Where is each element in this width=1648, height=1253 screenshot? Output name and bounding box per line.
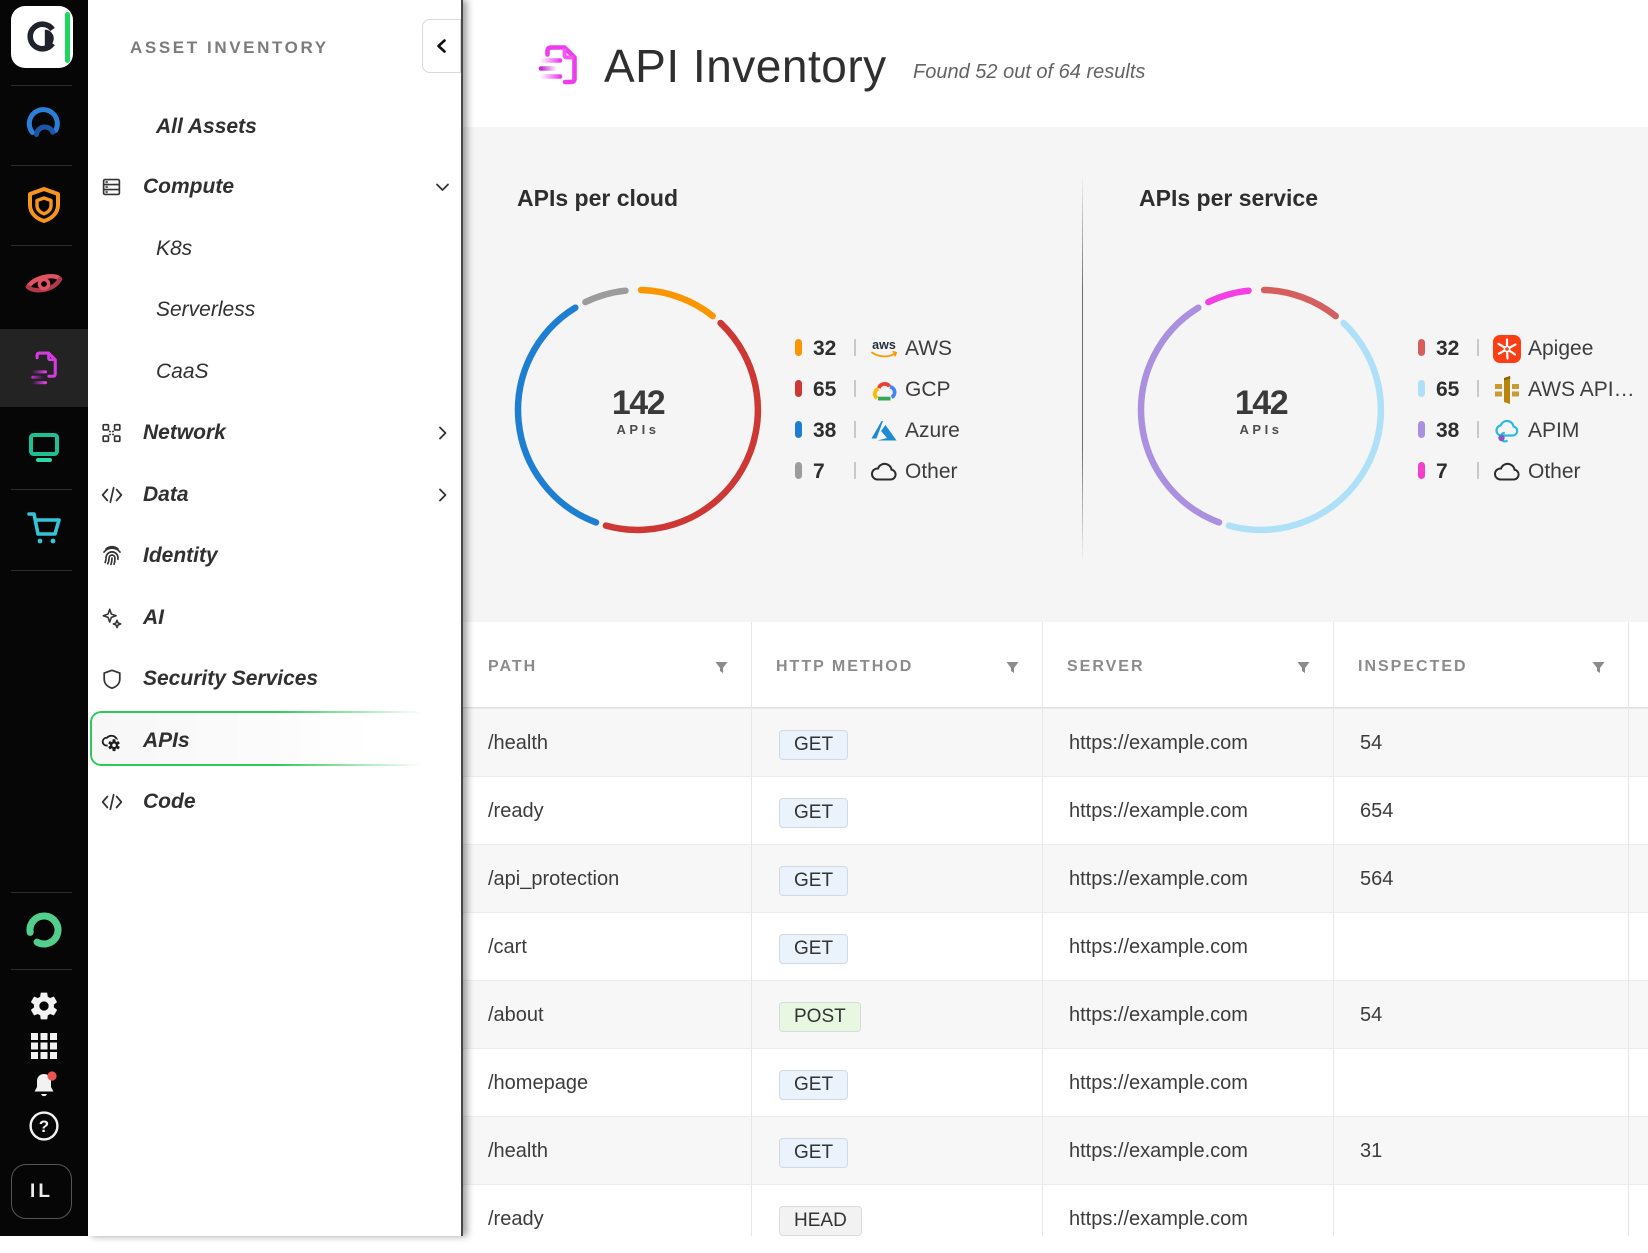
svg-text:?: ? [39, 1117, 49, 1136]
svg-text:aws: aws [872, 338, 896, 352]
